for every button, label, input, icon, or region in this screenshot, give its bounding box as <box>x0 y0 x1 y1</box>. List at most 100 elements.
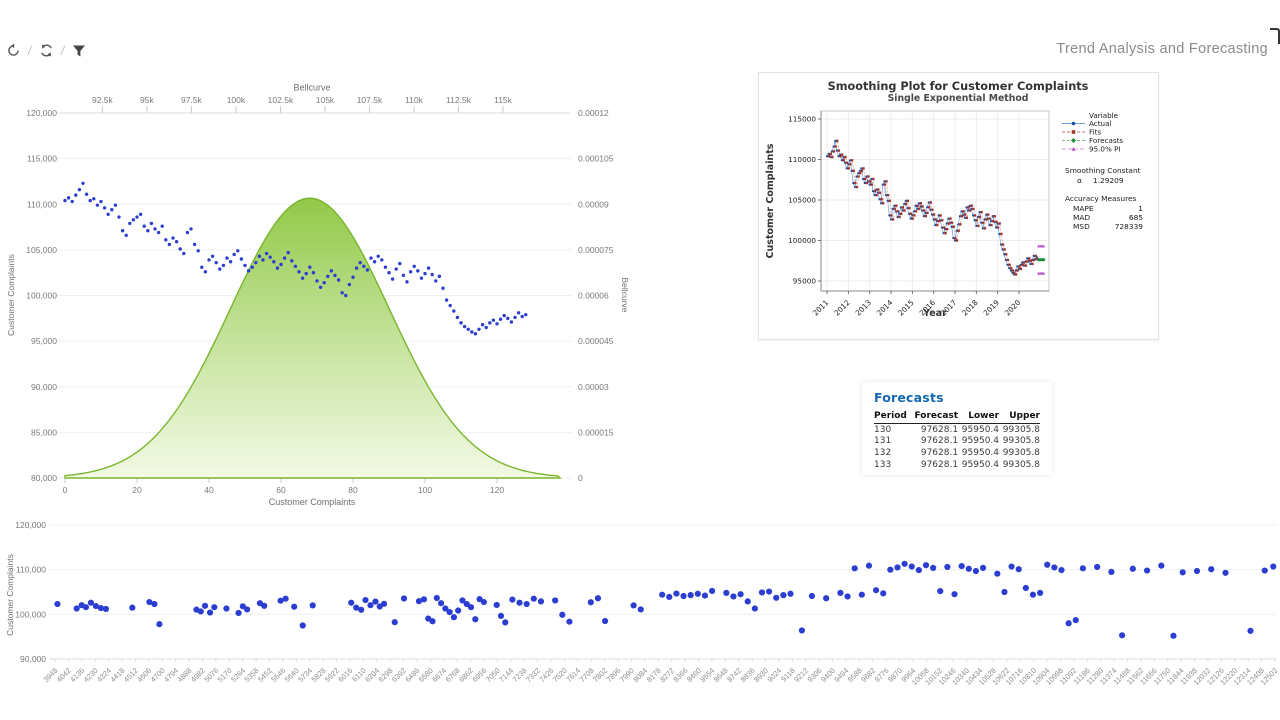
svg-text:90,000: 90,000 <box>20 654 46 664</box>
svg-text:80: 80 <box>348 485 358 495</box>
svg-text:2013: 2013 <box>854 298 874 318</box>
forecasts-table-cell: 97628.1 <box>920 424 959 435</box>
svg-text:Fits: Fits <box>1089 128 1101 137</box>
svg-text:102.5k: 102.5k <box>268 95 294 105</box>
svg-text:Bellcurve: Bellcurve <box>620 278 630 313</box>
svg-text:2020: 2020 <box>1003 298 1023 318</box>
svg-text:120,000: 120,000 <box>15 520 46 530</box>
forecasts-table-cell: 99305.8 <box>1002 436 1040 447</box>
svg-text:0: 0 <box>578 473 583 483</box>
forecasts-table: Period Forecast Lower Upper 130 97628.1 95950… <box>874 410 1040 470</box>
svg-text:Actual: Actual <box>1089 119 1112 128</box>
svg-text:1.29209: 1.29209 <box>1093 176 1124 185</box>
forecasts-table-row: 130 97628.1 95950.4 99305.8 <box>874 424 1040 436</box>
svg-text:105k: 105k <box>316 95 335 105</box>
smoothing-title: Smoothing Plot for Customer Complaints <box>828 80 1089 93</box>
bottom-chart-x-axis: 3948404241364230432444184512460647004794… <box>41 659 1279 687</box>
svg-text:Bellcurve: Bellcurve <box>293 83 330 93</box>
forecasts-table-cell: 99305.8 <box>1002 424 1040 435</box>
svg-text:MAPE: MAPE <box>1073 204 1094 213</box>
svg-text:100,000: 100,000 <box>26 291 57 301</box>
svg-text:2011: 2011 <box>811 298 831 318</box>
forecasts-table-row: 132 97628.1 95950.4 99305.8 <box>874 447 1040 459</box>
svg-text:0.000075: 0.000075 <box>578 245 614 255</box>
complaints-bellcurve-chart[interactable]: 92.5k 95k 97.5k 100k 102.5k 105k 107.5k 110k 112… <box>0 75 650 515</box>
svg-text:110000: 110000 <box>788 155 816 164</box>
svg-text:2015: 2015 <box>896 298 916 318</box>
svg-text:97.5k: 97.5k <box>181 95 203 105</box>
forecasts-title: Forecasts <box>874 390 944 405</box>
forecasts-table-cell: 131 <box>874 436 892 447</box>
complaints-scatter-chart[interactable]: 120,000 110,000 100,000 90,000 Customer Comp… <box>0 505 1280 720</box>
svg-text:100000: 100000 <box>788 236 816 245</box>
forecasts-table-cell: 133 <box>874 459 892 470</box>
svg-text:2014: 2014 <box>875 298 895 318</box>
svg-text:95.0% PI: 95.0% PI <box>1089 145 1121 154</box>
svg-text:0.000015: 0.000015 <box>578 427 614 437</box>
svg-text:120: 120 <box>490 485 504 495</box>
forecast-points <box>1037 244 1046 275</box>
bottom-scatter-points <box>54 560 1277 639</box>
actual-points <box>825 139 1039 276</box>
forecasts-table-cell: 97628.1 <box>920 436 959 447</box>
svg-text:107.5k: 107.5k <box>357 95 383 105</box>
svg-text:0: 0 <box>63 485 68 495</box>
svg-text:100k: 100k <box>227 95 246 105</box>
svg-text:90,000: 90,000 <box>31 382 57 392</box>
svg-text:2012: 2012 <box>832 298 852 318</box>
svg-text:20: 20 <box>132 485 142 495</box>
svg-text:2018: 2018 <box>960 298 980 318</box>
main-chart-right-axis: 0.00012 0.000105 0.00009 0.000075 0.00006 0.0… <box>578 108 630 483</box>
undo-icon[interactable] <box>6 43 21 58</box>
forecasts-card: Forecasts Period Forecast Lower Upper 130 97… <box>862 382 1052 475</box>
svg-text:0.000045: 0.000045 <box>578 336 614 346</box>
svg-text:85,000: 85,000 <box>31 427 57 437</box>
svg-text:100: 100 <box>418 485 432 495</box>
svg-text:115k: 115k <box>494 95 513 105</box>
svg-text:Customer Complaints: Customer Complaints <box>765 143 776 258</box>
forecasts-table-cell: 95950.4 <box>961 459 1000 470</box>
refresh-icon[interactable] <box>39 43 54 58</box>
svg-text:80,000: 80,000 <box>31 473 57 483</box>
svg-text:Customer Complaints: Customer Complaints <box>269 497 356 507</box>
forecasts-col-header: Upper <box>999 410 1040 424</box>
toolbar-separator: / <box>26 42 33 59</box>
svg-text:α: α <box>1077 176 1082 185</box>
svg-text:1: 1 <box>1138 204 1143 213</box>
svg-text:Variable: Variable <box>1089 111 1119 120</box>
main-chart-top-axis: 92.5k 95k 97.5k 100k 102.5k 105k 107.5k 110k 112… <box>56 83 570 114</box>
forecasts-col-header: Period <box>874 410 911 424</box>
forecasts-table-cell: 130 <box>874 424 892 435</box>
svg-text:110,000: 110,000 <box>27 199 57 209</box>
forecasts-table-cell: 95950.4 <box>961 447 1000 458</box>
forecasts-table-cell: 97628.1 <box>920 447 959 458</box>
svg-text:0.00003: 0.00003 <box>578 382 609 392</box>
svg-text:112.5k: 112.5k <box>446 95 472 105</box>
svg-text:110k: 110k <box>405 95 424 105</box>
svg-text:115,000: 115,000 <box>27 154 57 164</box>
fits-points <box>827 139 1039 276</box>
svg-text:105,000: 105,000 <box>26 245 57 255</box>
svg-text:2019: 2019 <box>982 298 1002 318</box>
svg-text:95k: 95k <box>140 95 154 105</box>
forecasts-table-row: 131 97628.1 95950.4 99305.8 <box>874 436 1040 448</box>
partial-expand-icon[interactable] <box>1270 28 1280 44</box>
forecasts-table-cell: 99305.8 <box>1002 459 1040 470</box>
smoothing-plot-card[interactable]: Smoothing Plot for Customer Complaints Si… <box>758 72 1159 340</box>
fits-line <box>828 140 1038 275</box>
forecasts-col-header: Lower <box>958 410 1000 424</box>
svg-text:92.5k: 92.5k <box>92 95 114 105</box>
bellcurve-area <box>64 197 562 479</box>
filter-icon[interactable] <box>71 43 86 58</box>
forecasts-table-cell: 132 <box>874 447 892 458</box>
svg-text:728339: 728339 <box>1115 222 1144 231</box>
smoothing-plot-chart: Smoothing Plot for Customer ComplaintsSi… <box>765 80 1143 319</box>
svg-text:110,000: 110,000 <box>16 565 46 575</box>
svg-text:Year: Year <box>922 308 947 319</box>
page-title: Trend Analysis and Forecasting <box>1056 41 1268 57</box>
svg-text:115000: 115000 <box>788 115 816 124</box>
svg-text:120,000: 120,000 <box>26 108 57 118</box>
